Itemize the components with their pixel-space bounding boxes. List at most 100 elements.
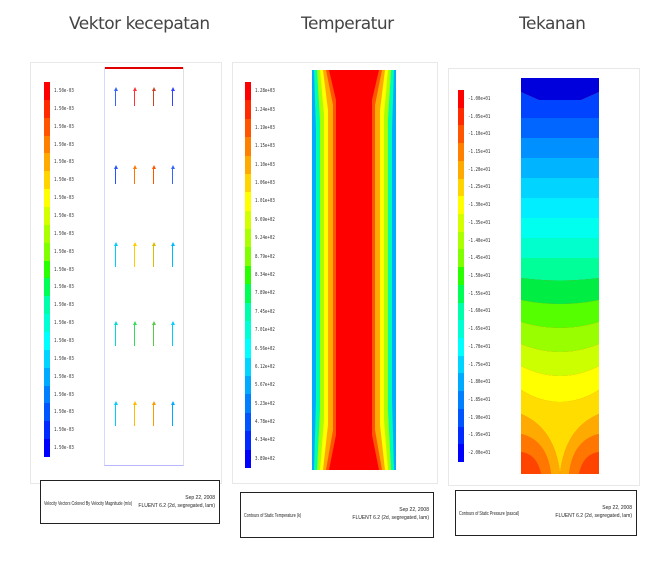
legend-tick-label: 1.50e-03 xyxy=(54,302,74,309)
legend-tick-label: 4.34e+02 xyxy=(255,437,275,444)
temperature-date: Sep 22, 2008 xyxy=(399,507,429,513)
velocity-vector-head xyxy=(151,165,156,169)
legend-swatch xyxy=(245,229,251,248)
legend-swatch xyxy=(44,117,50,137)
legend-swatch xyxy=(44,224,50,244)
velocity-vector-head xyxy=(151,242,156,246)
legend-swatch xyxy=(44,367,50,387)
legend-tick-label: -1.25e+01 xyxy=(468,184,491,191)
legend-swatch xyxy=(245,155,251,175)
velocity-vector-head xyxy=(113,165,118,169)
legend-tick-label: 1.50e-03 xyxy=(54,230,74,237)
velocity-vector xyxy=(153,245,154,267)
legend-swatch xyxy=(245,82,251,101)
legend-swatch xyxy=(245,192,251,212)
velocity-vector xyxy=(134,168,135,184)
legend-swatch xyxy=(245,394,251,414)
legend-tick-label: 7.01e+02 xyxy=(255,327,275,334)
legend-tick-label: 7.45e+02 xyxy=(255,308,275,315)
pressure-domain xyxy=(521,78,599,474)
velocity-vector xyxy=(134,245,135,267)
legend-tick-label: 1.50e-03 xyxy=(54,141,74,148)
legend-swatch xyxy=(44,385,50,404)
legend-swatch xyxy=(245,137,251,157)
velocity-vector-head xyxy=(113,242,118,246)
velocity-domain xyxy=(104,67,184,466)
velocity-vector xyxy=(172,324,173,346)
velocity-inlet-boundary xyxy=(105,67,183,69)
legend-swatch xyxy=(245,376,251,395)
legend-tick-label: 1.50e-03 xyxy=(54,248,74,255)
legend-tick-label: 1.50e-03 xyxy=(54,159,74,166)
legend-tick-label: 8.34e+02 xyxy=(255,272,275,278)
legend-swatch xyxy=(245,118,251,138)
legend-swatch xyxy=(245,431,251,451)
legend-tick-label: 8.79e+02 xyxy=(255,253,275,260)
legend-tick-label: 3.89e+02 xyxy=(255,455,275,462)
legend-tick-label: 9.24e+02 xyxy=(255,235,275,242)
legend-swatch xyxy=(458,373,464,392)
legend-swatch xyxy=(458,355,464,374)
panel-title-pressure: Tekanan xyxy=(519,14,586,34)
velocity-vector-head xyxy=(132,87,137,91)
legend-tick-label: 1.50e-03 xyxy=(54,355,74,362)
legend-swatch xyxy=(245,210,251,230)
legend-swatch xyxy=(245,339,251,359)
velocity-vector xyxy=(115,168,116,184)
legend-tick-label: 1.50e-03 xyxy=(54,320,74,327)
pressure-caption: Contours of Static Pressure (pascal) xyxy=(459,511,520,517)
legend-tick-label: 1.28e+03 xyxy=(255,88,275,95)
temperature-version: FLUENT 6.2 (2d, segregated, lam) xyxy=(352,515,429,521)
legend-tick-label: 1.24e+03 xyxy=(255,106,275,113)
legend-swatch xyxy=(44,278,50,297)
legend-tick-label: -1.70e+01 xyxy=(468,343,491,350)
velocity-vector-head xyxy=(151,87,156,91)
velocity-vector xyxy=(115,90,116,106)
legend-swatch xyxy=(458,249,464,268)
panel-title-velocity: Vektor kecepatan xyxy=(69,14,210,34)
legend-swatch xyxy=(245,265,251,285)
velocity-vector xyxy=(134,404,135,426)
legend-tick-label: 5.23e+02 xyxy=(255,400,275,407)
temperature-caption: Contours of Static Temperature (k) xyxy=(244,513,302,519)
legend-tick-label: 1.50e-03 xyxy=(54,445,74,452)
legend-swatch xyxy=(245,302,251,322)
velocity-info-box: Velocity Vectors Colored By Velocity Mag… xyxy=(40,480,220,524)
legend-swatch xyxy=(245,173,251,193)
velocity-version: FLUENT 6.2 (2d, segregated, lam) xyxy=(138,503,215,509)
velocity-vector-head xyxy=(170,87,175,91)
legend-tick-label: 1.50e-03 xyxy=(54,373,74,380)
temperature-info-box: Contours of Static Temperature (k) Sep 2… xyxy=(240,492,434,538)
legend-tick-label: 1.50e-03 xyxy=(54,266,74,273)
legend-swatch xyxy=(44,82,50,101)
legend-swatch xyxy=(458,391,464,410)
legend-tick-label: 1.50e-03 xyxy=(54,337,74,344)
legend-swatch xyxy=(458,143,464,162)
velocity-vector-head xyxy=(132,321,137,325)
legend-swatch xyxy=(44,207,50,226)
legend-swatch xyxy=(44,189,50,208)
legend-swatch xyxy=(458,231,464,250)
legend-swatch xyxy=(245,100,251,120)
legend-tick-label: 1.50e-03 xyxy=(54,177,74,184)
pressure-legend: -1.00e+01 -1.05e+01 -1.10e+01 -1.15e+01 -1.2… xyxy=(458,90,518,463)
legend-swatch xyxy=(44,99,50,119)
legend-tick-label: -1.50e+01 xyxy=(468,273,491,279)
legend-tick-label: 1.01e+03 xyxy=(255,198,275,205)
legend-tick-label: -1.65e+01 xyxy=(468,326,491,333)
legend-swatch xyxy=(458,125,464,144)
legend-swatch xyxy=(44,296,50,315)
legend-tick-label: -1.75e+01 xyxy=(468,361,491,368)
velocity-vector-head xyxy=(113,321,118,325)
legend-swatch xyxy=(44,171,50,190)
legend-swatch xyxy=(245,449,251,469)
temperature-legend: 1.28e+03 1.24e+03 1.19e+03 1.15e+03 1.10e+03… xyxy=(245,82,305,469)
legend-swatch xyxy=(44,242,50,262)
legend-tick-label: 1.15e+03 xyxy=(255,143,275,150)
legend-swatch xyxy=(245,320,251,340)
velocity-vector-head xyxy=(170,401,175,405)
legend-tick-label: 1.50e-03 xyxy=(54,427,74,434)
legend-swatch xyxy=(458,178,464,197)
legend-swatch xyxy=(458,408,464,428)
legend-swatch xyxy=(245,357,251,377)
